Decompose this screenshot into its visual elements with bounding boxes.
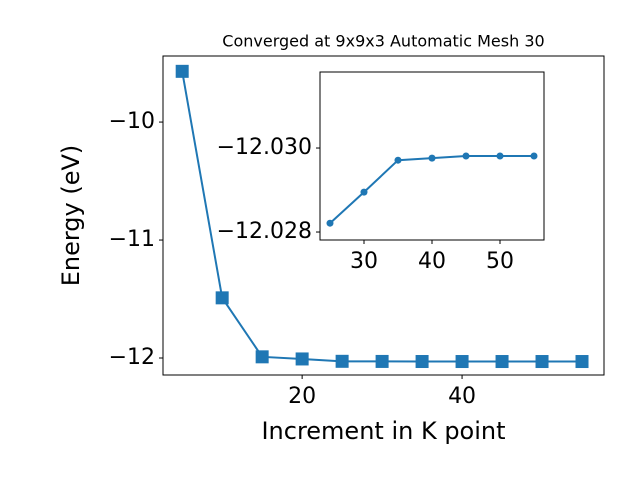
x-tick-label: 40 (418, 249, 446, 274)
chart-title: Converged at 9x9x3 Automatic Mesh 30 (222, 32, 544, 51)
marker (495, 355, 509, 369)
marker (535, 355, 549, 369)
y-tick-label: −12 (109, 345, 155, 370)
x-tick-label: 50 (486, 249, 514, 274)
marker (175, 64, 189, 78)
marker (295, 352, 309, 366)
marker (215, 291, 229, 305)
marker (455, 355, 469, 369)
marker (335, 354, 349, 368)
marker (255, 350, 269, 364)
y-axis-label: Energy (eV) (57, 145, 85, 287)
marker (394, 156, 402, 164)
marker (375, 354, 389, 368)
x-tick-label: 20 (288, 384, 316, 409)
x-tick-label: 30 (350, 249, 378, 274)
x-tick-label: 40 (448, 384, 476, 409)
marker (496, 152, 504, 160)
marker (462, 152, 470, 160)
marker (415, 355, 429, 369)
marker (360, 188, 368, 196)
y-tick-label: −11 (109, 227, 155, 252)
y-tick-label: −12.028 (217, 219, 312, 244)
x-axis-label: Increment in K point (261, 417, 505, 445)
marker (575, 355, 589, 369)
y-tick-label: −10 (109, 109, 155, 134)
marker (326, 219, 334, 227)
marker (530, 152, 538, 160)
marker (428, 154, 436, 162)
y-tick-label: −12.030 (217, 135, 312, 160)
